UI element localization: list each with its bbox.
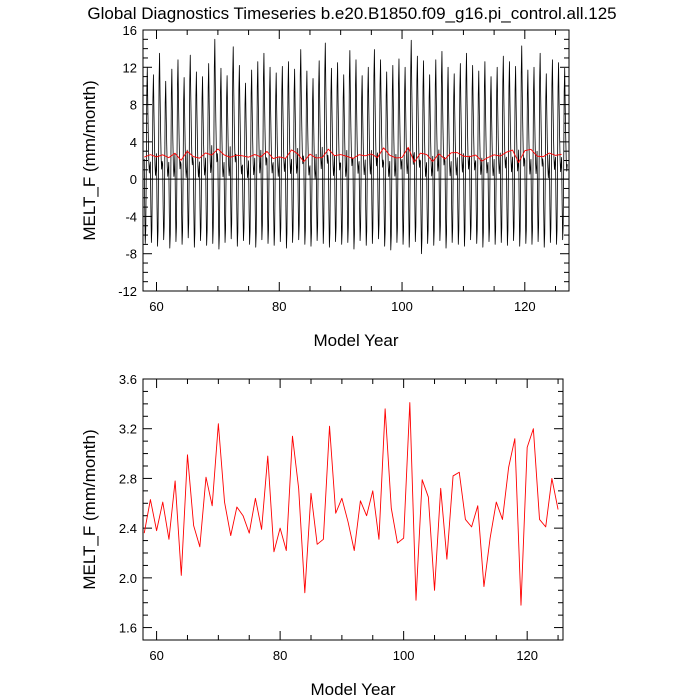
- annual-mean-series-line: [143, 402, 559, 606]
- y-tick-label: 0: [130, 172, 137, 187]
- x-tick-label: 100: [391, 299, 413, 314]
- top-panel-ticks: [143, 29, 569, 292]
- x-tick-label: 120: [516, 648, 538, 663]
- bottom-panel-tick-labels: 60 80 100 120 1.6 2.0 2.4 2.8 3.2 3.6: [119, 372, 538, 663]
- bottom-y-axis-title: MELT_F (mm/month): [80, 429, 99, 589]
- y-tick-label: 12: [123, 60, 137, 75]
- top-panel-frame: [142, 29, 570, 292]
- y-tick-label: -4: [125, 209, 137, 224]
- y-tick-label: -8: [125, 247, 137, 262]
- bottom-panel-plot-area: [143, 402, 559, 606]
- bottom-panel-ticks: [143, 378, 563, 640]
- bottom-panel-frame: [142, 378, 564, 641]
- top-panel: 60 80 100 120 -12 -8 -4 0 4 8 12 16 Model Year MELT…: [80, 23, 570, 350]
- y-tick-label: 16: [123, 23, 137, 38]
- top-x-axis-title: Model Year: [313, 331, 398, 350]
- y-tick-label: 1.6: [119, 621, 137, 636]
- y-tick-label: 4: [130, 135, 137, 150]
- x-tick-label: 120: [514, 299, 536, 314]
- y-tick-label: -12: [118, 284, 137, 299]
- top-y-axis-title: MELT_F (mm/month): [80, 80, 99, 240]
- y-tick-label: 2.4: [119, 521, 137, 536]
- monthly-series-line: [143, 38, 568, 255]
- y-tick-label: 2.0: [119, 571, 137, 586]
- x-tick-label: 100: [393, 648, 415, 663]
- top-panel-plot-area: [143, 38, 569, 255]
- top-panel-tick-labels: 60 80 100 120 -12 -8 -4 0 4 8 12 16: [118, 23, 535, 314]
- bottom-x-axis-title: Model Year: [310, 680, 395, 699]
- x-tick-label: 60: [149, 648, 163, 663]
- y-tick-label: 8: [130, 98, 137, 113]
- x-tick-label: 60: [149, 299, 163, 314]
- x-tick-label: 80: [273, 648, 287, 663]
- y-tick-label: 3.2: [119, 422, 137, 437]
- x-tick-label: 80: [272, 299, 286, 314]
- annual-mean-series-line: [144, 146, 562, 164]
- chart-title: Global Diagnostics Timeseries b.e20.B185…: [87, 4, 616, 23]
- y-tick-label: 2.8: [119, 471, 137, 486]
- y-tick-label: 3.6: [119, 372, 137, 387]
